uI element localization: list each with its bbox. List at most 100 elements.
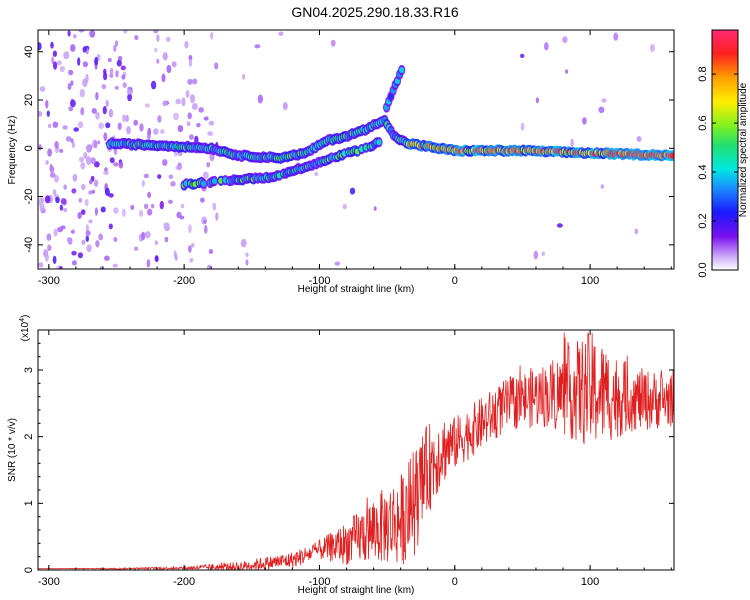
noise-speckle [190,94,195,104]
noise-speckle [118,161,124,169]
noise-speckle [53,61,58,70]
noise-speckle [47,148,52,157]
noise-speckle [95,111,100,120]
bottom-y-axis-label: SNR (10 * v/v) [7,418,18,482]
noise-speckle [109,67,114,75]
noise-speckle [207,264,212,269]
noise-speckle [188,58,193,67]
noise-speckle [67,30,71,37]
noise-speckle [143,173,149,179]
noise-speckle [65,136,72,142]
bottom-y-tick-label: 3 [23,367,35,373]
noise-speckle [649,44,655,52]
noise-speckle [52,189,57,196]
noise-speckle [47,244,52,252]
noise-speckle [153,30,159,34]
noise-speckle [113,44,117,52]
noise-speckle [108,108,114,118]
noise-speckle [94,207,98,216]
top-y-tick-label: -40 [23,237,35,253]
noise-speckle [95,240,100,248]
top-x-tick-label: 0 [452,275,458,287]
noise-speckle [168,199,173,204]
spectrogram-marks [38,30,674,269]
noise-speckle [122,114,126,122]
noise-speckle [541,251,545,256]
top-y-tick-label: 40 [23,46,35,58]
noise-speckle [94,161,100,168]
noise-speckle [120,65,127,71]
bottom-x-tick-label: -100 [308,576,330,588]
noise-speckle [71,250,77,256]
noise-speckle [71,188,77,194]
top-x-axis: -300 -200 -100 0 100 [38,30,672,287]
noise-speckle [143,203,149,210]
noise-speckle [39,86,46,92]
ridge-core [399,67,405,74]
noise-speckle [520,122,525,131]
noise-speckle [146,259,151,268]
noise-speckle [134,35,139,41]
noise-speckle [78,198,83,203]
noise-speckle [114,85,119,90]
noise-speckle [85,156,92,165]
noise-speckle [349,187,356,195]
noise-speckle [240,238,247,248]
noise-speckle [85,230,91,236]
noise-speckle [634,228,638,235]
noise-speckle [95,92,99,101]
noise-speckle [203,116,209,121]
noise-speckle [103,170,109,176]
top-y-tick-label: 20 [23,94,35,106]
noise-speckle [88,190,93,195]
noise-speckle [70,229,75,234]
noise-speckle [70,44,76,52]
noise-speckle [144,231,151,239]
noise-speckle [613,32,619,41]
noise-speckle [598,106,605,114]
colorbar: 0.0 0.2 0.4 0.6 0.8 Normalized spectral ampl… [697,29,749,278]
chart-title: GN04.2025.290.18.33.R16 [291,4,459,20]
colorbar-tick-label: 0.0 [697,262,709,277]
noise-speckle [161,73,166,83]
noise-speckle [139,123,144,132]
noise-speckle [77,121,84,129]
colorbar-tick-label: 0.8 [697,66,709,81]
noise-speckle [53,228,58,237]
noise-speckle [186,121,191,127]
noise-speckle [63,51,70,60]
noise-speckle [90,157,96,165]
noise-speckle [109,157,115,164]
top-y-tick-label: 0 [23,145,35,151]
bottom-x-tick-label: 0 [452,576,458,588]
noise-speckle [373,206,377,211]
noise-speckle [89,179,93,185]
noise-speckle [204,225,208,234]
noise-speckle [84,198,89,207]
noise-speckle [103,132,108,142]
noise-speckle [59,65,65,73]
noise-speckle [86,144,92,153]
noise-speckle [187,112,192,120]
noise-speckle [130,204,135,210]
noise-speckle [121,208,126,217]
noise-speckle [85,235,90,242]
noise-speckle [52,121,59,128]
top-y-axis: -40 -20 0 20 40 [23,46,674,253]
noise-speckle [68,106,74,112]
snr-marks [38,332,674,570]
noise-speckle [121,74,126,80]
noise-speckle [104,187,110,196]
noise-speckle [544,42,549,51]
noise-speckle [533,250,539,260]
noise-speckle [54,141,59,149]
colorbar-label: Normalized spectral amplitude [738,82,749,217]
colorbar-tick-label: 0.2 [697,213,709,228]
noise-speckle [62,125,68,130]
noise-speckle [107,57,112,63]
noise-speckle [91,108,97,114]
noise-speckle [122,82,127,88]
ridge-core [201,180,207,187]
noise-speckle [44,195,51,204]
noise-speckle [45,99,49,109]
